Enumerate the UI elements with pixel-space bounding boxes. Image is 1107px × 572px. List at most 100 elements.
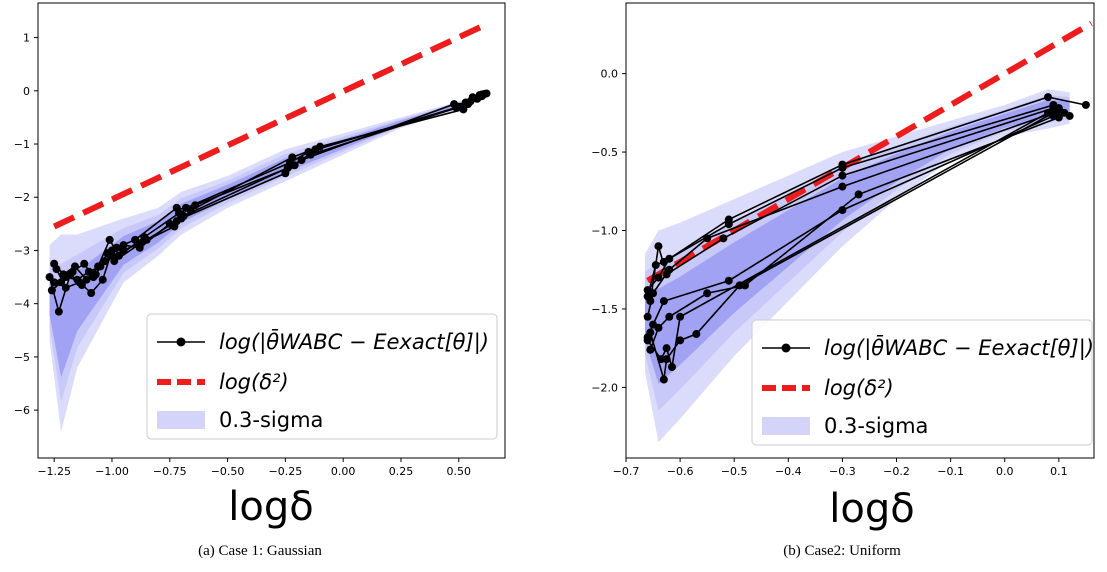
data-point [91, 270, 100, 279]
data-point [676, 312, 685, 321]
data-point [1044, 108, 1053, 117]
data-point [59, 270, 68, 279]
data-point [838, 182, 847, 191]
data-point [311, 145, 320, 154]
data-point [838, 163, 847, 172]
data-point [665, 312, 674, 321]
data-point [66, 270, 75, 279]
y-tick-label: 0.0 [601, 68, 619, 81]
legend-box [146, 313, 498, 440]
x-tick-label: −0.25 [269, 465, 303, 478]
data-point [103, 249, 112, 258]
x-tick-label: 0.50 [447, 465, 472, 478]
x-tick-label: −0.5 [721, 465, 748, 478]
data-point [70, 262, 79, 271]
x-tick-label: −0.1 [937, 465, 964, 478]
data-point [703, 289, 712, 298]
data-point [665, 265, 674, 274]
data-point [87, 289, 96, 298]
data-point [649, 289, 658, 298]
legend: log(|θ̄WABC − Eexact[θ]|) log(δ²) 0.3-sigm… [751, 319, 1094, 446]
data-point [854, 190, 863, 199]
data-point [77, 281, 86, 290]
data-point [98, 275, 107, 284]
y-tick-label: −5 [14, 351, 30, 364]
legend-label-reference: log(δ²) [824, 376, 894, 400]
x-tick-label: 0.0 [996, 465, 1014, 478]
data-point [1054, 113, 1063, 122]
data-point [724, 220, 733, 229]
x-tick-label: −0.3 [829, 465, 856, 478]
y-tick-label: 1 [23, 32, 30, 45]
data-point [105, 235, 114, 244]
x-tick-label: −0.6 [667, 465, 694, 478]
legend: log(|θ̄WABC − Eexact[θ]|) log(δ²) 0.3-sigm… [146, 313, 498, 440]
data-point [306, 150, 315, 159]
data-point [170, 222, 179, 231]
y-tick-label: −1.5 [591, 303, 618, 316]
y-tick-label: −0.5 [591, 146, 618, 159]
x-tick-label: 0.1 [1050, 465, 1068, 478]
y-tick-label: −2 [14, 191, 30, 204]
data-point [692, 330, 701, 339]
x-tick-label: 0.00 [331, 465, 356, 478]
data-point [54, 307, 63, 316]
data-point [654, 323, 663, 332]
y-tick-label: −2.0 [591, 381, 618, 394]
legend-marker-point [781, 343, 791, 353]
axes-frame [37, 2, 506, 459]
data-point [659, 375, 668, 384]
data-point [643, 336, 652, 345]
data-point [101, 257, 110, 266]
data-point [82, 275, 91, 284]
y-tick-label: −1.0 [591, 225, 618, 238]
y-tick-label: 0 [23, 85, 30, 98]
legend-marker-band [157, 411, 205, 429]
data-point [45, 273, 54, 282]
reference-line-log-delta-squared [646, 20, 1093, 284]
sigma-band [49, 94, 487, 378]
data-point [50, 259, 59, 268]
data-point [719, 234, 728, 243]
y-tick-label: −1 [14, 138, 30, 151]
sigma-band [644, 100, 1070, 385]
legend-label-reference: log(δ²) [219, 370, 289, 394]
x-tick-label: −1.00 [95, 465, 129, 478]
legend-label-band: 0.3-sigma [219, 408, 323, 432]
x-tick-label: −0.7 [613, 465, 640, 478]
data-point [654, 242, 663, 251]
x-tick-label: −0.4 [775, 465, 802, 478]
y-tick-label: −6 [14, 404, 30, 417]
x-tick-label: −0.75 [153, 465, 187, 478]
y-tick-label: −3 [14, 244, 30, 257]
data-point [57, 278, 66, 287]
data-point [80, 259, 89, 268]
data-point [110, 257, 119, 266]
data-point [283, 163, 292, 172]
data-point [667, 363, 676, 371]
data-point [288, 153, 297, 162]
data-point [94, 262, 103, 271]
data-point [646, 328, 655, 337]
data-point [461, 98, 470, 107]
legend-box [751, 319, 1093, 446]
data-point [477, 90, 486, 99]
chart-case1-gaussian: −1.25 −1.00 −0.75 −0.50 −0.25 0.00 0.25 0.50 1 0 −… [14, 2, 506, 530]
caption-case1: (a) Case 1: Gaussian [198, 543, 322, 559]
data-point [452, 103, 461, 112]
x-tick-label: 0.25 [389, 465, 414, 478]
data-point [659, 297, 668, 306]
caption-case2: (b) Case2: Uniform [783, 543, 901, 559]
data-point [114, 251, 123, 260]
reference-line-log-delta-squared [52, 21, 488, 230]
data-point [138, 238, 147, 247]
x-tick-label: −1.25 [37, 465, 71, 478]
x-axis-label: logδ [829, 486, 914, 532]
legend-label-band: 0.3-sigma [824, 414, 928, 438]
x-tick-label: −0.50 [211, 465, 245, 478]
data-point [1044, 93, 1053, 102]
data-point [179, 211, 188, 220]
legend-marker-band [762, 417, 810, 435]
data-point [662, 344, 671, 353]
y-tick-label: −4 [14, 298, 30, 311]
